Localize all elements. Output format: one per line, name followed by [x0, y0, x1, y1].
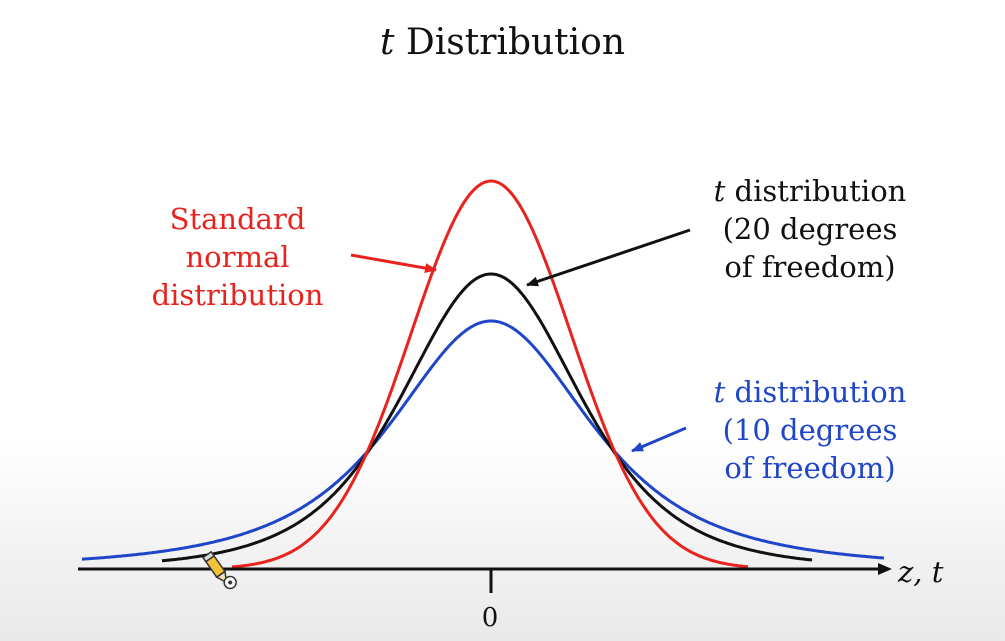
t10-distribution-curve: [81, 319, 885, 561]
x-axis-arrowhead: [878, 563, 892, 575]
normal-pointer-arrow: [350, 253, 437, 274]
standard-normal-curve: [231, 179, 749, 569]
normal-label-line-2: normal: [185, 240, 290, 274]
t10-label-line-2: (10 degrees: [722, 413, 898, 447]
t10-label-line-1-rest: distribution: [725, 375, 907, 409]
x-axis-label: z, t: [898, 555, 944, 589]
t20-pointer-arrow: [526, 228, 691, 287]
x-axis-tick-label-0: 0: [481, 603, 499, 633]
t20-label-line-2: (20 degrees: [722, 212, 898, 246]
t20-label-italic-t: t: [713, 174, 726, 208]
t10-label-italic-t: t: [713, 375, 726, 409]
t20-label: t distribution (20 degrees of freedom): [690, 172, 930, 286]
normal-label-line-1: Standard: [169, 202, 306, 236]
slide-title: t Distribution: [0, 22, 1005, 63]
normal-label-line-3: distribution: [151, 278, 324, 312]
pencil-cursor-icon: [201, 550, 237, 590]
t10-pointer-arrow: [631, 426, 687, 453]
t20-label-line-3: of freedom): [724, 250, 896, 284]
t10-label: t distribution (10 degrees of freedom): [690, 373, 930, 487]
t20-label-line-1: t distribution: [690, 172, 930, 210]
standard-normal-label: Standard normal distribution: [140, 200, 335, 314]
t20-label-line-1-rest: distribution: [725, 174, 907, 208]
t10-label-line-1: t distribution: [690, 373, 930, 411]
title-text: Distribution: [394, 22, 626, 63]
title-italic-t: t: [379, 22, 395, 63]
t10-label-line-3: of freedom): [724, 451, 896, 485]
t20-distribution-curve: [161, 272, 813, 563]
